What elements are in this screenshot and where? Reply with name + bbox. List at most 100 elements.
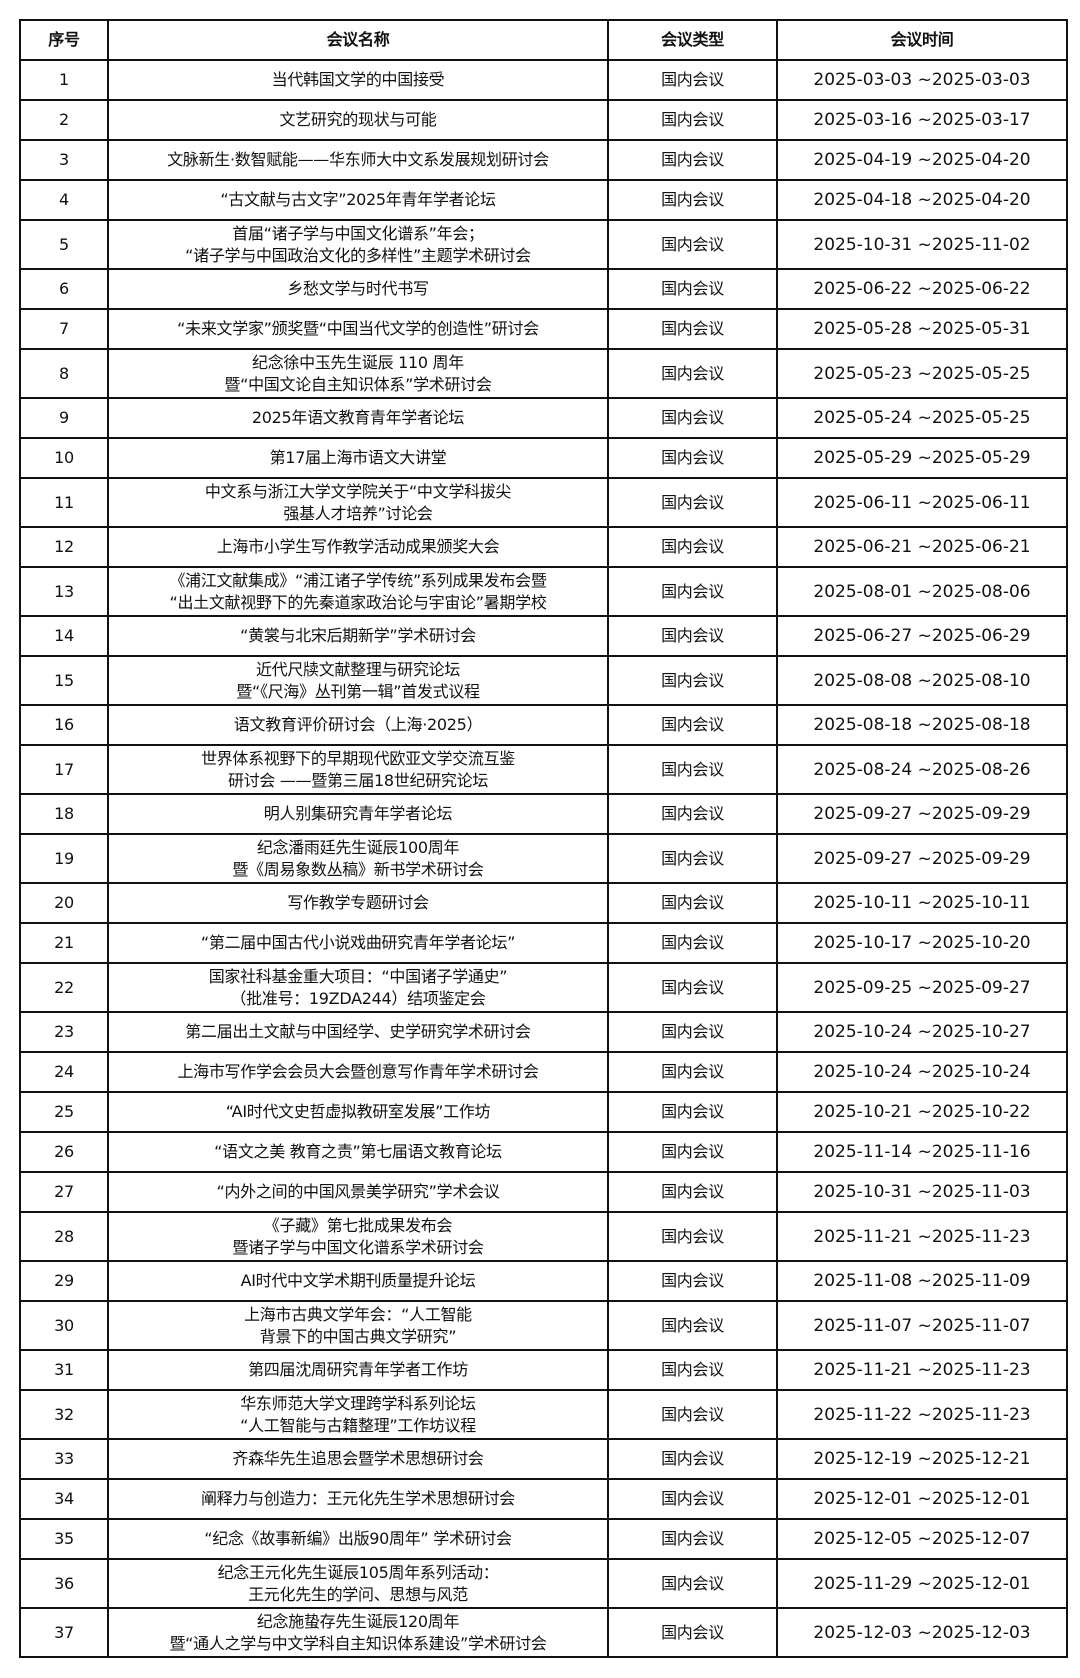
table-row: 11 中文系与浙江大学文学院关于“中文学科拔尖 强基人才培养”讨论会 国内会议 2025… [19, 477, 1068, 528]
cell-time: 2025-11-21 ~2025-11-23 [776, 1211, 1068, 1262]
cell-name: “黄裳与北宋后期新学”学术研讨会 [107, 615, 609, 657]
cell-type: 国内会议 [607, 59, 778, 101]
cell-name: “第二届中国古代小说戏曲研究青年学者论坛” [107, 922, 609, 964]
name-line: “黄裳与北宋后期新学”学术研讨会 [240, 626, 476, 645]
table-row: 8 纪念徐中玉先生诞辰 110 周年 暨“中国文论自主知识体系”学术研讨会 国内会议 2… [19, 348, 1068, 399]
cell-type: 国内会议 [607, 1131, 778, 1173]
header-type: 会议类型 [607, 19, 778, 61]
cell-time: 2025-10-24 ~2025-10-24 [776, 1051, 1068, 1093]
cell-type: 国内会议 [607, 397, 778, 439]
name-line: “语文之美 教育之责”第七届语文教育论坛 [214, 1142, 502, 1161]
cell-type: 国内会议 [607, 704, 778, 746]
cell-type: 国内会议 [607, 655, 778, 706]
cell-index: 31 [19, 1349, 109, 1391]
cell-index: 32 [19, 1389, 109, 1440]
cell-name: “古文献与古文字”2025年青年学者论坛 [107, 179, 609, 221]
cell-name: “未来文学家”颁奖暨“中国当代文学的创造性”研讨会 [107, 308, 609, 350]
cell-time: 2025-11-14 ~2025-11-16 [776, 1131, 1068, 1173]
cell-index: 35 [19, 1518, 109, 1560]
cell-type: 国内会议 [607, 793, 778, 835]
cell-name: 第四届沈周研究青年学者工作坊 [107, 1349, 609, 1391]
table-row: 5 首届“诸子学与中国文化谱系”年会； “诸子学与中国政治文化的多样性”主题学术研讨… [19, 219, 1068, 270]
table-row: 17 世界体系视野下的早期现代欧亚文学交流互鉴 研讨会 ——暨第三届18世纪研究论坛… [19, 744, 1068, 795]
cell-name: 纪念施蛰存先生诞辰120周年 暨“通人之学与中文学科自主知识体系建设”学术研讨会 [107, 1607, 609, 1658]
cell-time: 2025-11-22 ~2025-11-23 [776, 1389, 1068, 1440]
cell-type: 国内会议 [607, 566, 778, 617]
name-line: （批准号：19ZDA244）结项鉴定会 [230, 988, 486, 1008]
cell-type: 国内会议 [607, 219, 778, 270]
cell-type: 国内会议 [607, 1389, 778, 1440]
cell-time: 2025-12-03 ~2025-12-03 [776, 1607, 1068, 1658]
cell-type: 国内会议 [607, 308, 778, 350]
name-line: 世界体系视野下的早期现代欧亚文学交流互鉴 [200, 748, 515, 768]
cell-time: 2025-10-31 ~2025-11-02 [776, 219, 1068, 270]
cell-time: 2025-10-11 ~2025-10-11 [776, 882, 1068, 924]
cell-type: 国内会议 [607, 1171, 778, 1213]
cell-name: 华东师范大学文理跨学科系列论坛 “人工智能与古籍整理”工作坊议程 [107, 1389, 609, 1440]
cell-index: 15 [19, 655, 109, 706]
cell-time: 2025-11-21 ~2025-11-23 [776, 1349, 1068, 1391]
cell-time: 2025-08-24 ~2025-08-26 [776, 744, 1068, 795]
cell-time: 2025-04-19 ~2025-04-20 [776, 139, 1068, 181]
name-line: 齐森华先生追思会暨学术思想研讨会 [232, 1449, 484, 1468]
cell-name: 上海市古典文学年会：“人工智能 背景下的中国古典文学研究” [107, 1300, 609, 1351]
cell-name: 2025年语文教育青年学者论坛 [107, 397, 609, 439]
table-row: 10 第17届上海市语文大讲堂 国内会议 2025-05-29 ~2025-05-29 [19, 437, 1068, 479]
table-row: 13 《浦江文献集成》“浦江诸子学传统”系列成果发布会暨 “出土文献视野下的先秦道家… [19, 566, 1068, 617]
cell-type: 国内会议 [607, 1438, 778, 1480]
cell-time: 2025-08-18 ~2025-08-18 [776, 704, 1068, 746]
table-row: 14 “黄裳与北宋后期新学”学术研讨会 国内会议 2025-06-27 ~2025-0… [19, 615, 1068, 657]
name-line: 第17届上海市语文大讲堂 [269, 448, 447, 467]
table-row: 35 “纪念《故事新编》出版90周年” 学术研讨会 国内会议 2025-12-05 ~… [19, 1518, 1068, 1560]
name-line: 上海市古典文学年会：“人工智能 [244, 1304, 472, 1324]
cell-name: 国家社科基金重大项目：“中国诸子学通史” （批准号：19ZDA244）结项鉴定会 [107, 962, 609, 1013]
cell-name: 语文教育评价研讨会（上海·2025） [107, 704, 609, 746]
name-line: 近代尺牍文献整理与研究论坛 [255, 659, 461, 679]
cell-type: 国内会议 [607, 1260, 778, 1302]
cell-type: 国内会议 [607, 744, 778, 795]
name-line: 首届“诸子学与中国文化谱系”年会； [232, 223, 484, 243]
cell-name: 乡愁文学与时代书写 [107, 268, 609, 310]
cell-type: 国内会议 [607, 833, 778, 884]
name-line: “出土文献视野下的先秦道家政治论与宇宙论”暑期学校 [169, 592, 547, 612]
table-row: 33 齐森华先生追思会暨学术思想研讨会 国内会议 2025-12-19 ~2025-1… [19, 1438, 1068, 1480]
cell-index: 10 [19, 437, 109, 479]
cell-time: 2025-09-27 ~2025-09-29 [776, 793, 1068, 835]
table-row: 21 “第二届中国古代小说戏曲研究青年学者论坛” 国内会议 2025-10-17 ~2… [19, 922, 1068, 964]
cell-name: 上海市小学生写作教学活动成果颁奖大会 [107, 526, 609, 568]
name-line: 当代韩国文学的中国接受 [271, 70, 445, 89]
name-line: 乡愁文学与时代书写 [287, 279, 429, 298]
cell-time: 2025-12-05 ~2025-12-07 [776, 1518, 1068, 1560]
table-row: 26 “语文之美 教育之责”第七届语文教育论坛 国内会议 2025-11-14 ~20… [19, 1131, 1068, 1173]
name-line: 语文教育评价研讨会（上海·2025） [233, 715, 483, 734]
conference-table: 序号 会议名称 会议类型 会议时间 1 当代韩国文学的中国接受 国内会议 2025-0… [19, 19, 1068, 1658]
cell-type: 国内会议 [607, 1518, 778, 1560]
cell-time: 2025-03-03 ~2025-03-03 [776, 59, 1068, 101]
cell-type: 国内会议 [607, 1478, 778, 1520]
table-row: 25 “AI时代文史哲虚拟教研室发展”工作坊 国内会议 2025-10-21 ~202… [19, 1091, 1068, 1133]
name-line: 写作教学专题研讨会 [287, 893, 429, 912]
name-line: “内外之间的中国风景美学研究”学术会议 [216, 1182, 500, 1201]
cell-type: 国内会议 [607, 268, 778, 310]
cell-time: 2025-10-21 ~2025-10-22 [776, 1091, 1068, 1133]
cell-index: 30 [19, 1300, 109, 1351]
cell-name: 纪念王元化先生诞辰105周年系列活动： 王元化先生的学问、思想与风范 [107, 1558, 609, 1609]
cell-time: 2025-11-29 ~2025-12-01 [776, 1558, 1068, 1609]
name-line: 暨“《尺海》丛刊第一辑”首发式议程 [236, 681, 480, 701]
table-row: 6 乡愁文学与时代书写 国内会议 2025-06-22 ~2025-06-22 [19, 268, 1068, 310]
table-row: 27 “内外之间的中国风景美学研究”学术会议 国内会议 2025-10-31 ~202… [19, 1171, 1068, 1213]
cell-index: 17 [19, 744, 109, 795]
name-line: 文艺研究的现状与可能 [279, 110, 437, 129]
cell-index: 23 [19, 1011, 109, 1053]
cell-index: 3 [19, 139, 109, 181]
table-row: 18 明人别集研究青年学者论坛 国内会议 2025-09-27 ~2025-09-29 [19, 793, 1068, 835]
cell-type: 国内会议 [607, 99, 778, 141]
table-row: 37 纪念施蛰存先生诞辰120周年 暨“通人之学与中文学科自主知识体系建设”学术研讨… [19, 1607, 1068, 1658]
name-line: “诸子学与中国政治文化的多样性”主题学术研讨会 [185, 245, 531, 265]
cell-index: 22 [19, 962, 109, 1013]
cell-name: 纪念潘雨廷先生诞辰100周年 暨《周易象数丛稿》新书学术研讨会 [107, 833, 609, 884]
cell-name: 第17届上海市语文大讲堂 [107, 437, 609, 479]
table-row: 24 上海市写作学会会员大会暨创意写作青年学术研讨会 国内会议 2025-10-24 … [19, 1051, 1068, 1093]
name-line: 文脉新生·数智赋能——华东师大中文系发展规划研讨会 [167, 150, 549, 169]
cell-time: 2025-05-29 ~2025-05-29 [776, 437, 1068, 479]
